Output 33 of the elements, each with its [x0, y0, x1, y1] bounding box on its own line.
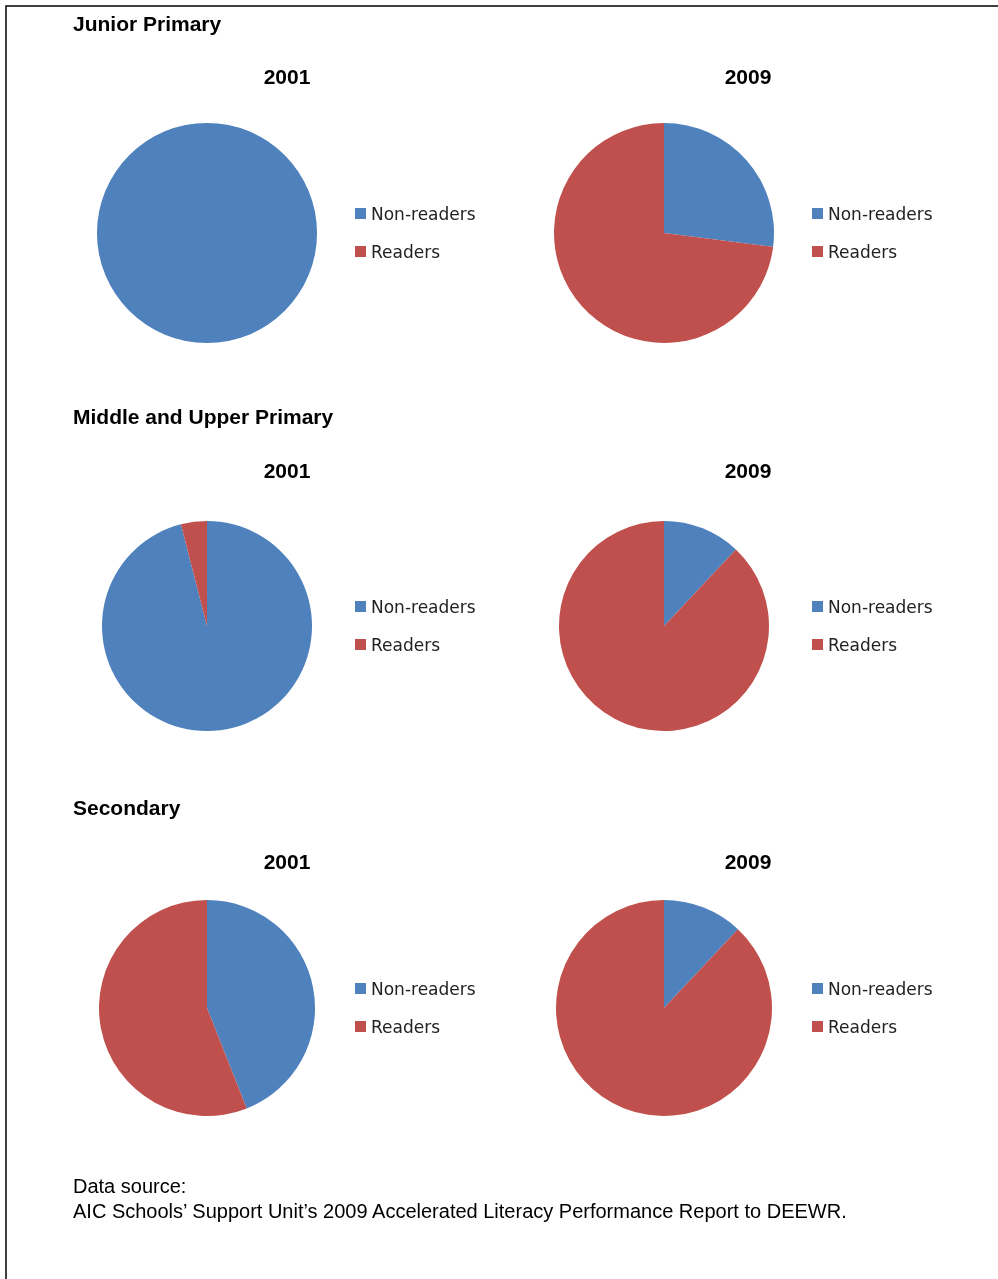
pie-slice [559, 521, 769, 731]
source-note: Data source: [73, 1175, 187, 1197]
chart-title: 2001 [263, 850, 311, 873]
chart-title: 2009 [724, 459, 772, 482]
legend-label: Readers [828, 1017, 898, 1037]
legend-label: Readers [371, 242, 441, 262]
legend-label: Non-readers [371, 597, 476, 617]
chart-title: 2009 [724, 850, 772, 873]
pie-slice [99, 900, 247, 1116]
legend-label: Non-readers [828, 597, 933, 617]
legend-label: Non-readers [828, 204, 933, 224]
legend-label: Readers [828, 242, 898, 262]
chart-subtitle: Middle and Upper Primary [73, 405, 334, 428]
legend-label: Non-readers [828, 979, 933, 999]
pie-slice [664, 123, 774, 247]
legend-label: Readers [828, 635, 898, 655]
legend-label: Non-readers [371, 204, 476, 224]
chart-subtitle: Junior Primary [73, 12, 222, 35]
legend-label: Readers [371, 1017, 441, 1037]
pie-slice [180, 521, 207, 626]
chart-title: 2009 [724, 65, 772, 88]
pie-slice [556, 900, 772, 1116]
pie-slice [207, 900, 315, 1109]
chart-title: 2001 [263, 459, 311, 482]
legend-label: Readers [371, 635, 441, 655]
text: AIC Schools’ Support Unit’s 2009 Accelerated Literacy Performance Report to DEEWR. [73, 1200, 847, 1222]
chart-title: 2001 [263, 65, 311, 88]
chart-subtitle: Secondary [73, 796, 181, 819]
pie-slice [554, 123, 774, 343]
legend-label: Non-readers [371, 979, 476, 999]
pie-slice [664, 521, 736, 626]
pie-slice [102, 521, 312, 731]
pie-slice [664, 900, 738, 1008]
